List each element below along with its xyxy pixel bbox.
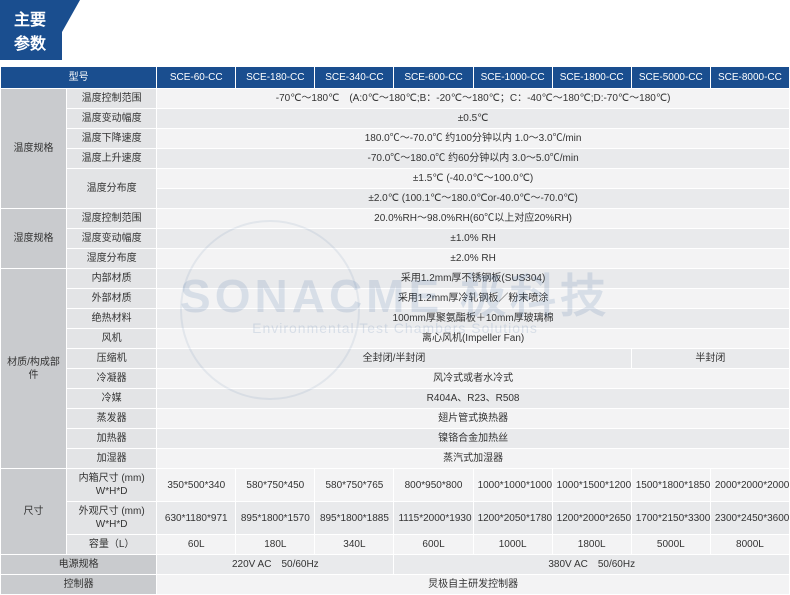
section-title: 主要参数 — [0, 0, 62, 60]
cell: 1000*1000*1000 — [473, 469, 552, 502]
row-value: 20.0%RH～98.0%RH(60℃以上对应20%RH) — [157, 209, 790, 229]
row-label: 内箱尺寸 (mm) W*H*D — [67, 469, 157, 502]
row-label: 风机 — [67, 329, 157, 349]
row-value: ±2.0% RH — [157, 249, 790, 269]
row-label: 冷媒 — [67, 389, 157, 409]
cell: 580*750*450 — [236, 469, 315, 502]
cell: 2000*2000*2000 — [710, 469, 789, 502]
cell: 8000L — [710, 535, 789, 555]
row-label: 控制器 — [1, 575, 157, 595]
cell: 1800L — [552, 535, 631, 555]
row-value: 翅片管式换热器 — [157, 409, 790, 429]
cell: 1700*2150*3300 — [631, 502, 710, 535]
row-value: 风冷式或者水冷式 — [157, 369, 790, 389]
row-value: 220V AC 50/60Hz — [157, 555, 394, 575]
cell: 1500*1800*1850 — [631, 469, 710, 502]
cell: 5000L — [631, 535, 710, 555]
row-value: R404A、R23、R508 — [157, 389, 790, 409]
cell: 60L — [157, 535, 236, 555]
cell: 1000L — [473, 535, 552, 555]
row-value: ±1.0% RH — [157, 229, 790, 249]
row-value: ±0.5℃ — [157, 109, 790, 129]
row-value: 离心风机(Impeller Fan) — [157, 329, 790, 349]
col-h: SCE-180-CC — [236, 67, 315, 89]
row-label: 湿度分布度 — [67, 249, 157, 269]
cell: 800*950*800 — [394, 469, 473, 502]
row-label: 温度分布度 — [67, 169, 157, 209]
row-value: -70℃～180℃ (A:0℃～180℃;B：-20℃～180℃；C：-40℃～… — [157, 89, 790, 109]
row-label: 冷凝器 — [67, 369, 157, 389]
row-value: 镍铬合金加热丝 — [157, 429, 790, 449]
row-value: 全封闭/半封闭 — [157, 349, 632, 369]
row-label: 外观尺寸 (mm) W*H*D — [67, 502, 157, 535]
row-value: -70.0℃～180.0℃ 约60分钟以内 3.0～5.0℃/min — [157, 149, 790, 169]
row-label: 温度控制范围 — [67, 89, 157, 109]
row-label: 温度上升速度 — [67, 149, 157, 169]
cell: 340L — [315, 535, 394, 555]
row-value: 半封闭 — [631, 349, 789, 369]
cat-temp: 温度规格 — [1, 89, 67, 209]
cell: 1115*2000*1930 — [394, 502, 473, 535]
col-h: SCE-1800-CC — [552, 67, 631, 89]
col-h: SCE-1000-CC — [473, 67, 552, 89]
cat-hum: 湿度规格 — [1, 209, 67, 269]
cell: 1200*2050*1780 — [473, 502, 552, 535]
row-value: ±1.5℃ (-40.0℃～100.0℃) — [157, 169, 790, 189]
row-label: 温度下降速度 — [67, 129, 157, 149]
row-label: 容量（L） — [67, 535, 157, 555]
cat-mat: 材质/构成部件 — [1, 269, 67, 469]
row-label: 湿度控制范围 — [67, 209, 157, 229]
col-h: SCE-600-CC — [394, 67, 473, 89]
row-value: 380V AC 50/60Hz — [394, 555, 790, 575]
row-label: 压缩机 — [67, 349, 157, 369]
col-h: SCE-5000-CC — [631, 67, 710, 89]
row-value: 180.0℃～-70.0℃ 约100分钟以内 1.0～3.0℃/min — [157, 129, 790, 149]
cell: 180L — [236, 535, 315, 555]
row-value: 采用1.2mm厚冷轧钢板／粉末喷涂 — [157, 289, 790, 309]
row-value: 炅极自主研发控制器 — [157, 575, 790, 595]
cell: 2300*2450*3600 — [710, 502, 789, 535]
row-label: 内部材质 — [67, 269, 157, 289]
row-label: 温度变动幅度 — [67, 109, 157, 129]
cell: 895*1800*1885 — [315, 502, 394, 535]
cell: 580*750*765 — [315, 469, 394, 502]
row-label: 外部材质 — [67, 289, 157, 309]
cell: 600L — [394, 535, 473, 555]
row-label: 电源规格 — [1, 555, 157, 575]
col-model: 型号 — [1, 67, 157, 89]
cell: 895*1800*1570 — [236, 502, 315, 535]
row-label: 湿度变动幅度 — [67, 229, 157, 249]
cell: 1200*2000*2650 — [552, 502, 631, 535]
row-label: 蒸发器 — [67, 409, 157, 429]
col-h: SCE-8000-CC — [710, 67, 789, 89]
row-value: 采用1.2mm厚不锈钢板(SUS304) — [157, 269, 790, 289]
row-label: 绝热材料 — [67, 309, 157, 329]
row-value: 100mm厚聚氨酯板＋10mm厚玻璃棉 — [157, 309, 790, 329]
row-label: 加湿器 — [67, 449, 157, 469]
row-value: ±2.0℃ (100.1℃～180.0℃or-40.0℃～-70.0℃) — [157, 189, 790, 209]
header-row: 型号 SCE-60-CC SCE-180-CC SCE-340-CC SCE-6… — [1, 67, 790, 89]
col-h: SCE-60-CC — [157, 67, 236, 89]
cell: 1000*1500*1200 — [552, 469, 631, 502]
row-value: 蒸汽式加湿器 — [157, 449, 790, 469]
cat-size: 尺寸 — [1, 469, 67, 555]
spec-table: 型号 SCE-60-CC SCE-180-CC SCE-340-CC SCE-6… — [0, 66, 790, 595]
cell: 630*1180*971 — [157, 502, 236, 535]
cell: 350*500*340 — [157, 469, 236, 502]
col-h: SCE-340-CC — [315, 67, 394, 89]
row-label: 加热器 — [67, 429, 157, 449]
